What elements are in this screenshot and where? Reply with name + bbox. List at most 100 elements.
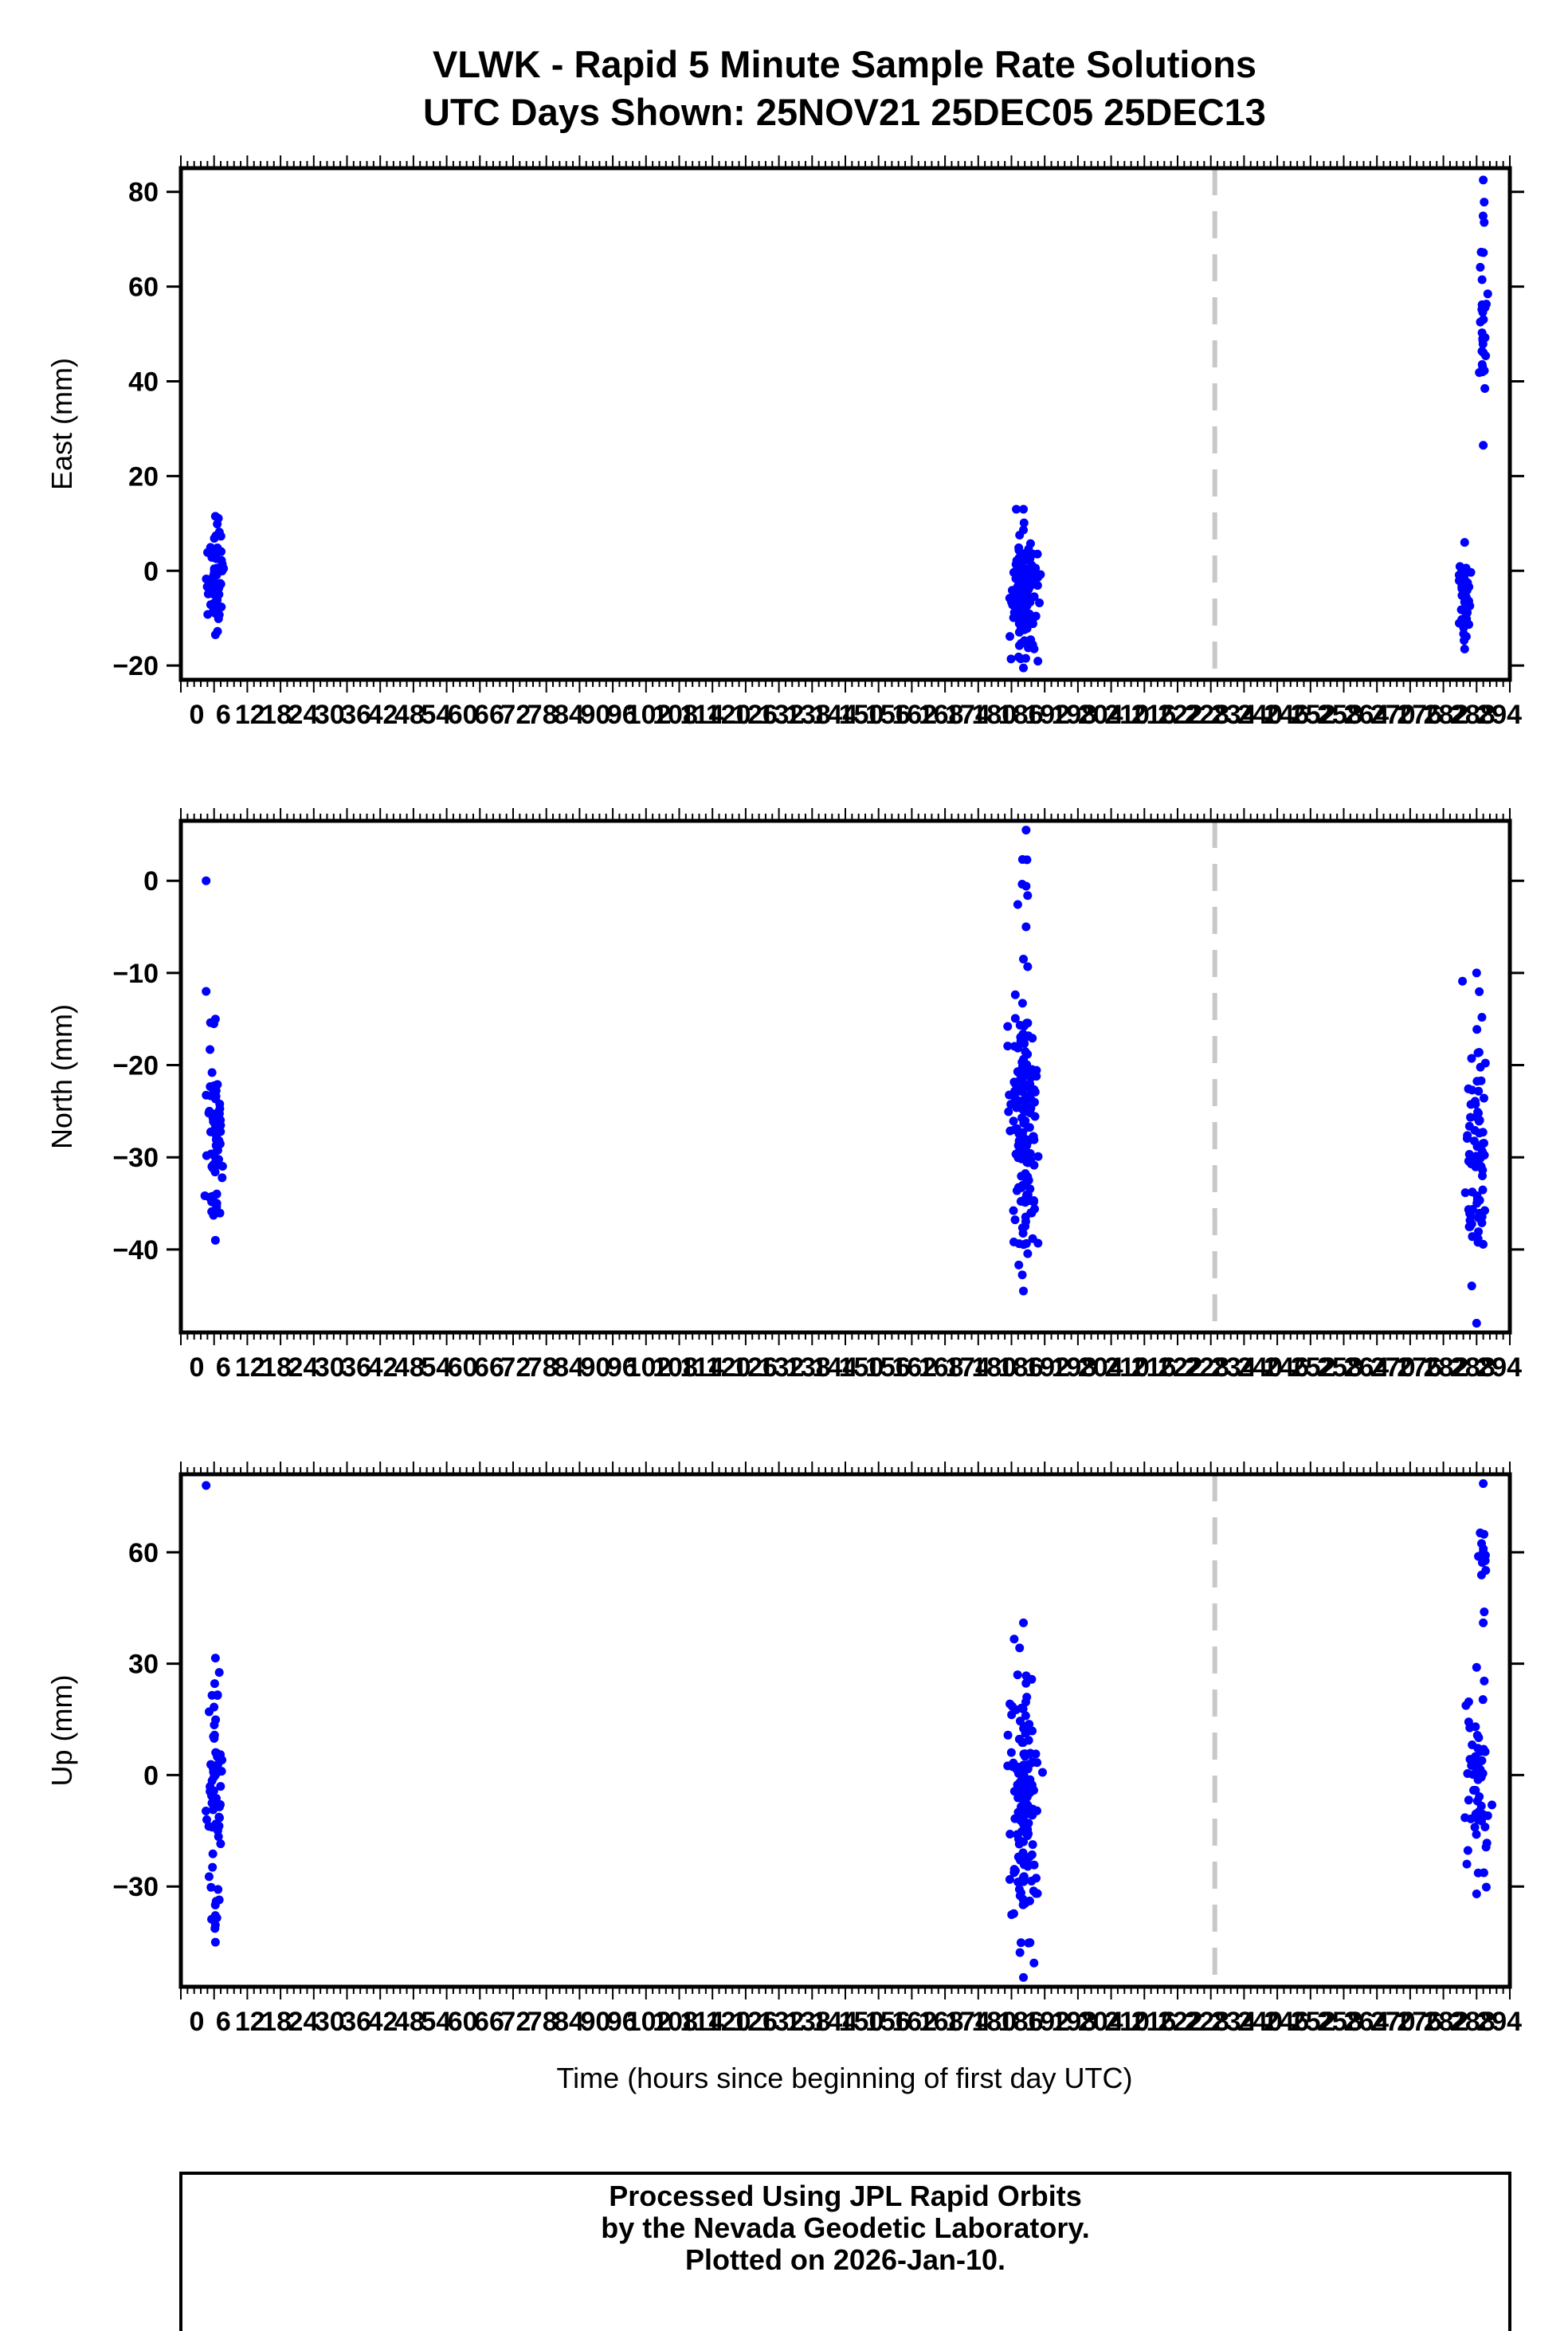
x-tick-label: 264 bbox=[1343, 1352, 1389, 1383]
data-point bbox=[202, 987, 211, 996]
data-point bbox=[1017, 1113, 1027, 1123]
x-tick-label: 216 bbox=[1131, 2007, 1177, 2037]
data-point bbox=[1017, 880, 1027, 889]
data-point bbox=[204, 1872, 214, 1882]
data-point bbox=[1473, 1108, 1483, 1117]
data-point bbox=[1459, 629, 1468, 638]
x-tick-label: 96 bbox=[607, 700, 637, 730]
data-point bbox=[202, 582, 212, 591]
x-tick-label: 60 bbox=[448, 2007, 478, 2037]
data-point bbox=[1016, 1938, 1025, 1948]
y-axis-label: North (mm) bbox=[45, 1004, 78, 1149]
x-tick-label: 246 bbox=[1264, 700, 1309, 730]
x-tick-label: 36 bbox=[341, 700, 371, 730]
data-point bbox=[1021, 1047, 1030, 1057]
data-point bbox=[210, 1235, 220, 1245]
y-tick-label: 60 bbox=[128, 273, 159, 303]
data-point bbox=[1029, 1197, 1038, 1207]
data-point bbox=[213, 593, 222, 602]
data-point bbox=[1017, 999, 1027, 1008]
data-point bbox=[209, 1786, 218, 1795]
x-tick-label: 90 bbox=[581, 700, 611, 730]
data-point bbox=[1479, 1093, 1488, 1103]
y-tick-label: −10 bbox=[112, 959, 159, 989]
data-point bbox=[1019, 1618, 1029, 1627]
data-point bbox=[1029, 1085, 1039, 1094]
x-tick-label: 192 bbox=[1025, 2007, 1070, 2037]
x-tick-label: 132 bbox=[759, 1352, 805, 1383]
data-point bbox=[1475, 1116, 1484, 1125]
data-point bbox=[1483, 1811, 1492, 1820]
data-point bbox=[1009, 1206, 1018, 1215]
data-point bbox=[210, 1721, 219, 1730]
x-tick-label: 204 bbox=[1078, 2007, 1123, 2037]
data-point bbox=[1454, 576, 1464, 586]
x-tick-label: 90 bbox=[581, 1352, 611, 1383]
data-point bbox=[1035, 598, 1045, 607]
data-point bbox=[1007, 1910, 1017, 1920]
x-tick-label: 12 bbox=[235, 700, 265, 730]
panel-3: 0 6 12182430364248546066727884909610210811… bbox=[45, 1462, 1524, 2037]
data-point bbox=[1471, 1762, 1480, 1772]
data-point bbox=[1465, 1755, 1475, 1764]
data-point bbox=[1483, 289, 1492, 299]
x-tick-label: 72 bbox=[500, 1352, 531, 1383]
data-point bbox=[1030, 1204, 1040, 1214]
x-tick-label: 198 bbox=[1052, 2007, 1097, 2037]
x-tick-label: 162 bbox=[892, 1352, 937, 1383]
x-tick-label: 174 bbox=[945, 2007, 990, 2037]
data-point bbox=[209, 1732, 218, 1741]
x-tick-label: 156 bbox=[865, 1352, 911, 1383]
data-point bbox=[1478, 1695, 1488, 1705]
x-tick-label: 186 bbox=[998, 700, 1044, 730]
data-point bbox=[1015, 1948, 1025, 1957]
x-tick-label: 258 bbox=[1317, 700, 1362, 730]
data-point bbox=[219, 563, 229, 573]
x-tick-label: 282 bbox=[1424, 2007, 1469, 2037]
data-point bbox=[213, 1690, 222, 1700]
data-point bbox=[1477, 275, 1487, 285]
data-point bbox=[1009, 1634, 1019, 1644]
data-point bbox=[1480, 1556, 1490, 1565]
x-tick-label: 282 bbox=[1424, 1352, 1469, 1383]
data-point bbox=[1024, 571, 1033, 580]
x-tick-label: 204 bbox=[1078, 700, 1123, 730]
data-point bbox=[1465, 1222, 1475, 1231]
data-point bbox=[210, 1937, 220, 1947]
x-tick-label: 192 bbox=[1025, 700, 1070, 730]
data-point bbox=[1474, 1552, 1484, 1561]
data-point bbox=[1027, 639, 1037, 649]
data-point bbox=[208, 1797, 218, 1807]
x-tick-label: 174 bbox=[945, 700, 990, 730]
data-point bbox=[1015, 1764, 1025, 1774]
data-point bbox=[211, 1094, 221, 1104]
x-tick-label: 228 bbox=[1184, 700, 1229, 730]
data-point bbox=[1479, 441, 1488, 450]
data-point bbox=[210, 512, 220, 521]
data-point bbox=[1017, 1058, 1027, 1067]
x-tick-label: 228 bbox=[1184, 1352, 1229, 1383]
data-point bbox=[1029, 592, 1039, 602]
data-point bbox=[210, 1679, 219, 1689]
data-point bbox=[1015, 1643, 1025, 1653]
x-tick-label: 144 bbox=[812, 1352, 857, 1383]
x-tick-label: 18 bbox=[261, 700, 292, 730]
data-point bbox=[1019, 1877, 1029, 1886]
x-tick-label: 42 bbox=[368, 700, 398, 730]
x-tick-label: 6 bbox=[216, 700, 231, 730]
x-tick-label: 276 bbox=[1397, 1352, 1442, 1383]
data-point bbox=[1482, 1839, 1492, 1848]
x-tick-label: 72 bbox=[500, 2007, 531, 2037]
x-tick-label: 96 bbox=[607, 2007, 637, 2037]
data-point bbox=[1471, 1785, 1480, 1795]
x-tick-label: 264 bbox=[1343, 2007, 1389, 2037]
data-point bbox=[1018, 1900, 1028, 1909]
data-point bbox=[213, 520, 222, 529]
data-point bbox=[1460, 1813, 1470, 1823]
x-tick-label: 120 bbox=[706, 1352, 751, 1383]
data-point bbox=[1477, 1013, 1487, 1022]
data-point bbox=[1479, 175, 1488, 185]
data-point bbox=[1024, 1829, 1033, 1839]
data-point bbox=[218, 1173, 227, 1183]
x-tick-label: 24 bbox=[288, 2007, 319, 2037]
